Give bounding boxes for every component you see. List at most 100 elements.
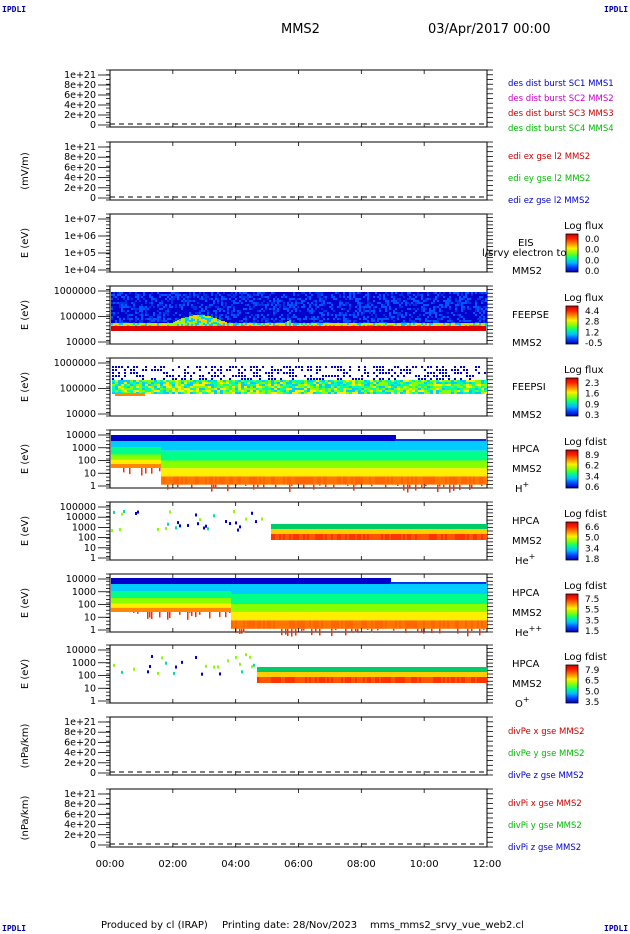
- heat-cell: [281, 320, 283, 322]
- heat-cell: [141, 314, 143, 316]
- heat-cell: [215, 306, 217, 308]
- heat-cell: [367, 300, 369, 302]
- heat-cell: [373, 292, 375, 294]
- heat-cell: [166, 380, 169, 382]
- heat-cell: [433, 382, 436, 384]
- heat-cell: [271, 314, 273, 316]
- heat-cell: [397, 318, 399, 320]
- heat-cell: [241, 382, 244, 384]
- heat-cell: [395, 296, 397, 298]
- heat-cell: [255, 310, 257, 312]
- heat-cell: [257, 294, 259, 296]
- heat-cell: [431, 320, 433, 322]
- heat-cell: [321, 304, 323, 306]
- heat-cell: [467, 316, 469, 318]
- heat-cell: [439, 392, 442, 394]
- heat-cell: [127, 302, 129, 304]
- heat-cell: [447, 314, 449, 316]
- heat-cell: [454, 390, 457, 392]
- heat-cell: [275, 298, 277, 300]
- heat-cell: [441, 320, 443, 322]
- heat-cell: [345, 318, 347, 320]
- heat-cell: [351, 312, 353, 314]
- heat-cell: [389, 304, 391, 306]
- heat-cell: [135, 320, 137, 322]
- heat-cell: [397, 302, 399, 304]
- heat-cell: [316, 384, 319, 386]
- heat-cell: [135, 318, 137, 320]
- heat-cell: [271, 392, 274, 394]
- heat-cell: [145, 312, 147, 314]
- heat-cell: [334, 388, 337, 390]
- heat-cell: [196, 384, 199, 386]
- heat-cell: [187, 306, 189, 308]
- heat-cell: [431, 308, 433, 310]
- heat-cell: [481, 320, 483, 322]
- heat-cell: [119, 320, 121, 322]
- heat-cell: [179, 292, 181, 294]
- heat-cell: [247, 323, 249, 325]
- heat-cell: [177, 314, 179, 316]
- heat-cell: [163, 372, 165, 374]
- heat-cell: [131, 298, 133, 300]
- heat-cell: [463, 366, 465, 368]
- heat-cell: [238, 380, 241, 382]
- heat-cell: [133, 314, 135, 316]
- heat-cell: [219, 304, 221, 306]
- heat-cell: [411, 298, 413, 300]
- heat-cell: [393, 296, 395, 298]
- heat-cell: [205, 388, 208, 390]
- heat-cell: [335, 314, 337, 316]
- heat-cell: [361, 318, 363, 320]
- heat-cell: [151, 392, 154, 394]
- heat-cell: [247, 316, 249, 318]
- heat-cell: [149, 323, 151, 325]
- heat-cell: [345, 308, 347, 310]
- heat-cell: [243, 300, 245, 302]
- heat-cell: [135, 323, 137, 325]
- heat-cell: [413, 302, 415, 304]
- heat-cell: [245, 304, 247, 306]
- heat-cell: [399, 294, 401, 296]
- heat-cell: [283, 308, 285, 310]
- heat-cell: [118, 380, 121, 382]
- heat-cell: [355, 294, 357, 296]
- instrument-label: EIS: [518, 238, 534, 249]
- heat-cell: [111, 296, 113, 298]
- heat-cell: [247, 388, 250, 390]
- heat-cell: [373, 302, 375, 304]
- heat-cell: [469, 390, 472, 392]
- heat-cell: [173, 300, 175, 302]
- heat-cell: [413, 318, 415, 320]
- heat-cell: [213, 318, 215, 320]
- heat-cell: [304, 388, 307, 390]
- heat-cell: [345, 304, 347, 306]
- heat-cell: [469, 386, 472, 388]
- heat-cell: [467, 298, 469, 300]
- heat-cell: [178, 388, 181, 390]
- heat-cell: [339, 320, 341, 322]
- heat-cell: [133, 312, 135, 314]
- heat-cell: [225, 324, 227, 326]
- heat-cell: [304, 382, 307, 384]
- heat-cell: [141, 294, 143, 296]
- heat-cell: [315, 306, 317, 308]
- heat-cell: [455, 300, 457, 302]
- heat-cell: [375, 320, 377, 322]
- heat-cell: [439, 318, 441, 320]
- heat-cell: [287, 300, 289, 302]
- heat-cell: [436, 369, 438, 371]
- heat-cell: [191, 310, 193, 312]
- heat-cell: [118, 372, 120, 374]
- heat-cell: [331, 384, 334, 386]
- heat-cell: [245, 292, 247, 294]
- heat-cell: [385, 372, 387, 374]
- heat-cell: [301, 388, 304, 390]
- heat-cell: [169, 300, 171, 302]
- heat-cell: [199, 390, 202, 392]
- heat-cell: [391, 380, 394, 382]
- heat-cell: [135, 306, 137, 308]
- heat-cell: [311, 292, 313, 294]
- heat-cell: [172, 386, 175, 388]
- heat-cell: [411, 296, 413, 298]
